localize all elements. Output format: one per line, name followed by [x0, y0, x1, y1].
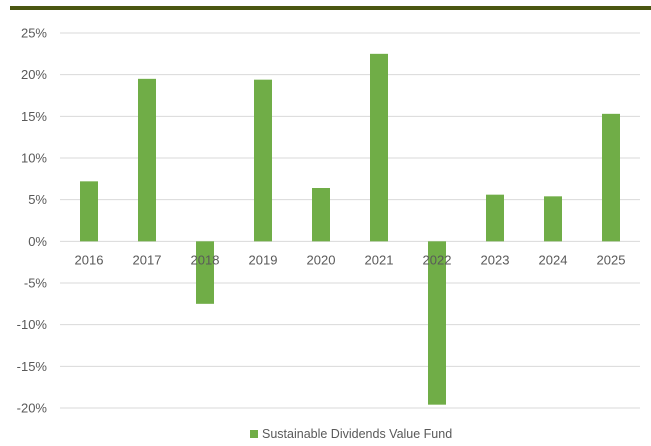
- y-tick-label: 10%: [21, 151, 47, 166]
- bar-2019: [254, 79, 272, 242]
- y-tick-label: 0%: [28, 234, 47, 249]
- legend-label: Sustainable Dividends Value Fund: [262, 427, 452, 441]
- x-tick-label: 2019: [249, 252, 278, 267]
- bar-2018: [196, 241, 214, 304]
- bar-2021: [370, 53, 388, 242]
- bar-2016: [80, 181, 98, 242]
- bar-2022: [428, 241, 446, 405]
- x-tick-label: 2022: [423, 252, 452, 267]
- bars: [80, 53, 620, 405]
- y-tick-label: 15%: [21, 109, 47, 124]
- y-tick-label: -5%: [24, 276, 48, 291]
- x-tick-label: 2020: [307, 252, 336, 267]
- x-axis-tick-labels: 2016 2017 2018 2019 2020 2021 2022 2023 2024 2025: [75, 252, 626, 267]
- y-tick-label: -10%: [17, 317, 48, 332]
- y-tick-label: -20%: [17, 401, 48, 416]
- top-rule: [10, 6, 651, 10]
- legend: Sustainable Dividends Value Fund: [250, 427, 452, 441]
- y-tick-label: 20%: [21, 67, 47, 82]
- y-tick-label: 25%: [21, 26, 47, 41]
- bar-2023: [486, 194, 504, 242]
- legend-swatch: [250, 430, 258, 438]
- bar-2025: [602, 113, 620, 242]
- bar-2017: [138, 78, 156, 242]
- y-tick-label: -15%: [17, 359, 48, 374]
- x-tick-label: 2024: [539, 252, 568, 267]
- gridlines: [60, 32, 640, 409]
- x-tick-label: 2021: [365, 252, 394, 267]
- x-tick-label: 2025: [597, 252, 626, 267]
- bar-2024: [544, 196, 562, 242]
- bar-2020: [312, 188, 330, 242]
- x-tick-label: 2023: [481, 252, 510, 267]
- y-axis-tick-labels: 25% 20% 15% 10% 5% 0% -5% -10% -15% -20%: [17, 26, 48, 416]
- y-tick-label: 5%: [28, 192, 47, 207]
- x-tick-label: 2017: [133, 252, 162, 267]
- x-tick-label: 2018: [191, 252, 220, 267]
- x-tick-label: 2016: [75, 252, 104, 267]
